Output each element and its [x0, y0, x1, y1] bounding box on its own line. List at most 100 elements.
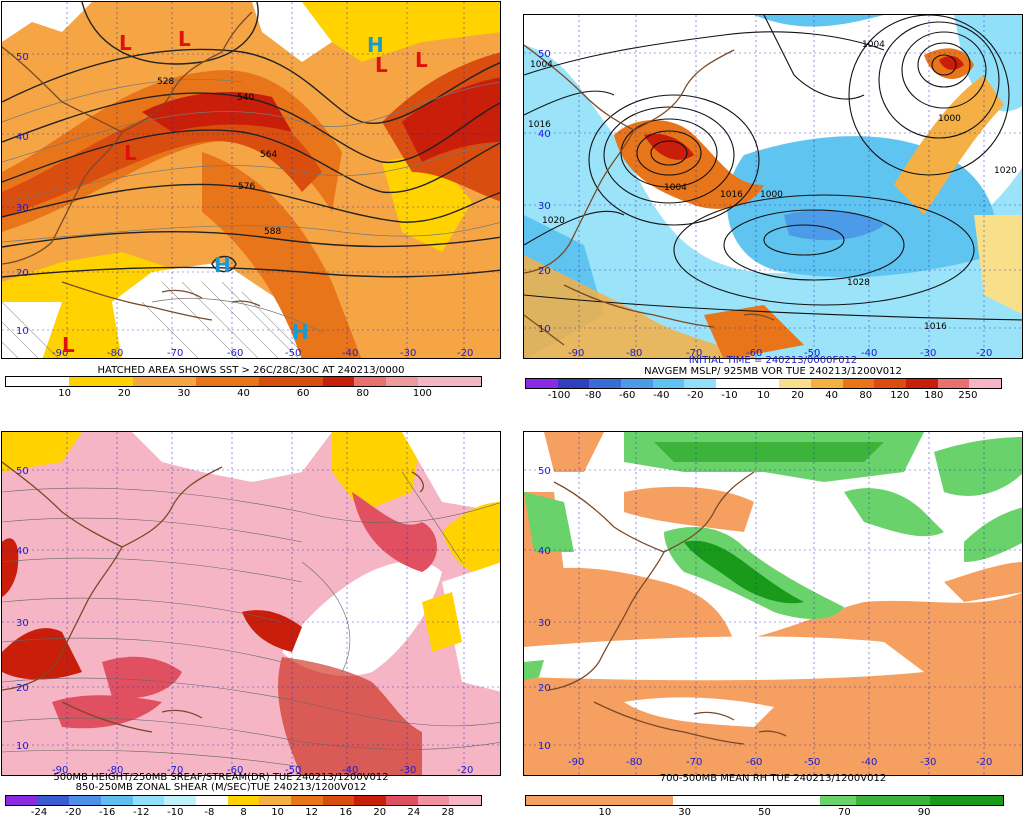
panel-mslp-vorticity: 50 40 30 20 10 -90 -80 -70 -60 -50 -40 -… [522, 0, 1024, 402]
low-pressure-marker: L [119, 31, 132, 55]
colorbar [525, 795, 1004, 806]
caption-line: HATCHED AREA SHOWS SST > 26C/28C/30C AT … [97, 365, 405, 376]
lat-label: 50 [538, 466, 551, 477]
colorbar-tick-label: 10 [271, 807, 284, 818]
colorbar-tick-label: -60 [619, 390, 636, 401]
colorbar-swatch [259, 796, 292, 805]
map-caption: 500MB HEIGHT/250MB SREAF/STREAM(DR) TUE … [1, 773, 441, 793]
colorbar-swatch [417, 796, 450, 805]
colorbar-tick-label: -10 [721, 390, 738, 401]
map-caption: 700-500MB MEAN RH TUE 240213/1200V012 [523, 773, 1023, 784]
low-pressure-marker: L [124, 141, 137, 165]
colorbar-swatch [164, 796, 197, 805]
colorbar-tick-label: 80 [859, 390, 873, 401]
contour-label: 576 [238, 182, 255, 192]
isobar-label: 1004 [664, 183, 687, 193]
isobar-label: 1000 [938, 114, 961, 124]
lon-label: -70 [686, 348, 702, 359]
isobar-label: 1020 [994, 166, 1017, 176]
colorbar-swatch [892, 796, 930, 805]
lat-label: 30 [538, 201, 551, 212]
colorbar-swatch [386, 377, 418, 386]
map-1-svg: 50 40 30 20 10 -90 -80 -70 -60 -50 -40 -… [2, 2, 500, 359]
colorbar-tick-label: -24 [30, 807, 48, 818]
lat-label: 50 [538, 49, 551, 60]
colorbar-swatch [101, 796, 133, 805]
lat-label: 50 [16, 466, 29, 477]
colorbar-tick-label: 20 [373, 807, 387, 818]
lon-label: -40 [342, 765, 358, 776]
colorbar-tick-label: -20 [687, 390, 704, 401]
colorbar-tick-label: 24 [407, 807, 421, 818]
lon-label: -40 [342, 348, 358, 359]
lon-label: -60 [227, 765, 243, 776]
lat-label: 20 [16, 683, 29, 694]
colorbar-swatch [589, 379, 622, 388]
high-pressure-marker: H [367, 33, 384, 57]
colorbar-swatch [6, 796, 38, 805]
colorbar-tick-label: -8 [204, 807, 215, 818]
colorbar-tick-label: -10 [167, 807, 184, 818]
colorbar-tick-label: 20 [791, 390, 804, 401]
panel-500mb-height-wind: 50 40 30 20 10 -90 -80 -70 -60 -50 -40 -… [0, 0, 512, 400]
colorbar-tick-label: -12 [133, 807, 150, 818]
colorbar-swatch [196, 377, 228, 386]
lat-label: 10 [16, 326, 29, 337]
colorbar-tick-label: 30 [177, 388, 191, 399]
lon-label: -70 [686, 757, 702, 768]
lat-label: 10 [538, 324, 551, 335]
colorbar-tick-label: 30 [678, 807, 692, 818]
caption-line: INITIAL TIME = 240213/0000F012 [688, 355, 858, 366]
colorbar-tick-label: 10 [757, 390, 770, 401]
isobar-label: 1000 [760, 190, 783, 200]
contour-label: 564 [260, 150, 277, 160]
low-pressure-marker: L [375, 53, 388, 77]
colorbar-swatch [779, 379, 812, 388]
colorbar-swatch [227, 796, 260, 805]
colorbar-ticks: 10 20 30 40 60 80 100 [5, 388, 482, 400]
colorbar-swatch [101, 377, 133, 386]
colorbar-tick-label: -100 [547, 390, 571, 401]
lat-label: 10 [538, 741, 551, 752]
colorbar-swatch [819, 796, 857, 805]
colorbar-swatch [526, 379, 558, 388]
colorbar-swatch [672, 796, 710, 805]
colorbar-ticks: -100 -80 -60 -40 -20 -10 10 20 40 80 120 180 250 [525, 390, 1002, 402]
contour-label: 540 [237, 93, 254, 103]
colorbar-swatch [291, 796, 323, 805]
colorbar-swatch [937, 379, 970, 388]
caption-line: 850-250MB ZONAL SHEAR (M/SEC)TUE 240213/… [75, 782, 367, 793]
colorbar-swatch [291, 377, 323, 386]
lon-label: -90 [52, 348, 68, 359]
lon-label: -30 [400, 765, 416, 776]
colorbar-tick-label: 10 [58, 388, 71, 399]
colorbar-tick-label: 20 [117, 388, 131, 399]
colorbar-swatch [69, 796, 102, 805]
isobar-label: 1016 [528, 120, 551, 130]
contour-label: 528 [157, 77, 174, 87]
colorbar-tick-label: -20 [64, 807, 82, 818]
isobar-label: 1016 [924, 322, 947, 332]
colorbar-swatch [747, 379, 780, 388]
colorbar-swatch [966, 796, 1003, 805]
lat-label: 10 [16, 741, 29, 752]
lon-label: -50 [285, 765, 301, 776]
colorbar-swatch [929, 796, 967, 805]
map-panel-1: 50 40 30 20 10 -90 -80 -70 -60 -50 -40 -… [1, 1, 501, 359]
isobar-label: 1004 [862, 40, 885, 50]
lat-label: 40 [16, 132, 29, 143]
lon-label: -80 [626, 348, 642, 359]
colorbar-swatch [621, 379, 653, 388]
colorbar-tick-label: 100 [412, 388, 432, 399]
lat-label: 20 [538, 266, 551, 277]
low-pressure-marker: L [62, 333, 75, 357]
colorbar-swatch [782, 796, 820, 805]
colorbar-swatch [386, 796, 418, 805]
colorbar-swatch [449, 796, 482, 805]
colorbar-tick-label: 8 [240, 807, 247, 818]
lon-label: -90 [568, 757, 584, 768]
colorbar-swatch [259, 377, 292, 386]
colorbar-swatch [684, 379, 717, 388]
colorbar [525, 378, 1002, 389]
lat-label: 40 [538, 129, 551, 140]
